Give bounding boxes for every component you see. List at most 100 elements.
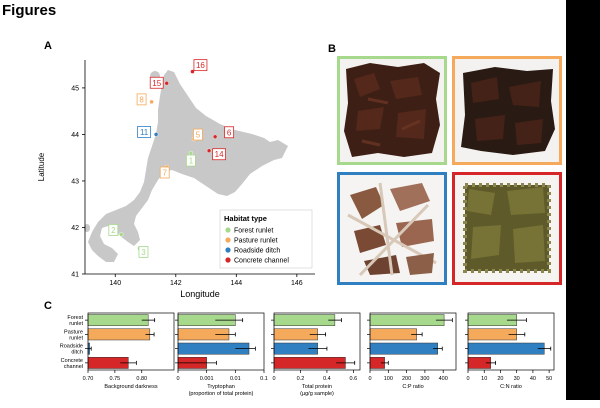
site-label-box [108, 224, 119, 236]
x-tick-label-4-0: 0 [466, 376, 469, 382]
site-label-box [149, 76, 164, 89]
x-tick-label-2-0: 0 [272, 376, 275, 382]
site-label-box [186, 154, 196, 167]
page-header: Figures [0, 0, 600, 22]
site-label-box [136, 93, 147, 106]
map-y-tick-label: 42 [71, 225, 79, 232]
category-label-0: Forest runlet [67, 315, 83, 327]
bar-chart-1: 0 0.001 0.01 0.1 Tryptophan (proportion of to… [175, 312, 268, 397]
site-marker-8[interactable] [149, 99, 154, 105]
x-axis-label-4: C:N ratio [500, 384, 522, 390]
x-tick-label-2-2: 0.4 [323, 376, 331, 382]
site-marker-6[interactable] [212, 134, 218, 139]
site-label-6: 6 [227, 128, 232, 137]
x-axis-label-1: Tryptophan (proportion of total protein) [189, 384, 254, 397]
chart-frame-0 [87, 312, 175, 371]
map-x-tick-label: 142 [170, 280, 182, 287]
map-xlabel: Longitude [180, 289, 220, 299]
map-y-tick-label: 45 [71, 85, 79, 92]
site-marker-14[interactable] [206, 148, 212, 153]
map-y-tick-label: 44 [71, 132, 79, 139]
site-label-2: 2 [111, 226, 116, 235]
chart-frame-3 [369, 312, 457, 371]
panel-b-label: B [328, 43, 336, 55]
chart-frame-1 [177, 312, 265, 371]
map-ylabel: Latitude [37, 152, 46, 181]
bar-chart-3: 0 100 200 300 400 C:P ratio [367, 312, 457, 390]
x-tick-label-1-2: 0.01 [230, 376, 241, 382]
map-x-tick-label: 140 [109, 280, 121, 287]
bar-4-2 [467, 342, 545, 355]
category-label-2: Roadside ditch [60, 344, 83, 356]
legend-label: Forest runlet [234, 228, 273, 235]
concrete-channel-sample-photo [452, 172, 562, 285]
bar-chart-0: 0.70 0.75 0.80 Background darkness Forest run… [60, 312, 175, 390]
x-tick-label-2-3: 0.6 [350, 376, 358, 382]
x-tick-label-3-1: 100 [384, 376, 393, 382]
x-tick-label-0-0: 0.70 [83, 376, 94, 382]
site-marker-1[interactable] [188, 150, 194, 156]
site-label-box [212, 148, 226, 161]
legend-marker [225, 257, 231, 263]
roadside-ditch-sample-photo [337, 172, 447, 285]
panel-c-label: C [44, 300, 52, 312]
x-tick-label-0-2: 0.80 [136, 376, 147, 382]
bar-chart-4: 0 10 20 30 40 50 C:N ratio [465, 312, 555, 390]
okushiri-island [84, 224, 90, 232]
legend-title: Habitat type [224, 214, 267, 223]
x-tick-label-4-2: 20 [497, 376, 503, 382]
site-label-box [224, 126, 235, 139]
dark-side-strip [566, 0, 600, 400]
site-label-15: 15 [152, 79, 161, 88]
category-label-1: Pasture runlet [64, 329, 83, 341]
x-tick-label-1-3: 0.1 [260, 376, 268, 382]
x-tick-label-3-2: 200 [402, 376, 411, 382]
site-label-7: 7 [162, 169, 167, 178]
x-tick-label-4-3: 30 [514, 376, 520, 382]
bar-chart-2: 0 0.2 0.4 0.6 Total protein (µg/g sample) [271, 312, 361, 397]
map-y-tick-label: 41 [71, 272, 79, 279]
x-axis-label-0: Background darkness [104, 384, 157, 390]
hokkaido-site-map: 140 142 144 146 41 42 43 44 45 1 2 3 5 6 7 8 11 14 15 16 L… [37, 59, 315, 299]
x-tick-label-1-0: 0 [176, 376, 179, 382]
x-tick-label-3-0: 0 [368, 376, 371, 382]
x-tick-label-4-1: 10 [481, 376, 487, 382]
site-marker-15[interactable] [164, 81, 169, 86]
map-axes [84, 60, 315, 275]
site-label-3: 3 [141, 248, 146, 257]
map-x-tick-label: 144 [230, 280, 242, 287]
pasture-runlet-sample-photo [452, 56, 562, 165]
x-tick-label-0-1: 0.75 [110, 376, 121, 382]
x-tick-label-1-1: 0.001 [200, 376, 214, 382]
map-legend: Habitat type Forest runlet Pasture runlet… [219, 209, 313, 269]
x-tick-label-4-4: 40 [530, 376, 536, 382]
site-label-box [193, 59, 208, 72]
site-label-5: 5 [196, 131, 201, 140]
site-label-box [159, 166, 170, 179]
category-label-3: Concrete channel [61, 358, 83, 370]
legend-label: Roadside ditch [234, 248, 280, 255]
chart-frame-4 [467, 312, 555, 371]
x-tick-label-3-4: 400 [439, 376, 448, 382]
site-label-1: 1 [189, 157, 194, 166]
legend-marker [225, 227, 231, 233]
panel-a-label: A [44, 40, 52, 52]
site-marker-16[interactable] [190, 69, 195, 74]
bar-3-1 [369, 328, 417, 341]
site-label-box [138, 246, 149, 258]
map-y-tick-label: 43 [71, 178, 79, 185]
forest-runlet-sample-photo [337, 56, 447, 165]
legend-marker [225, 247, 231, 253]
site-marker-2[interactable] [119, 232, 124, 237]
legend-label: Pasture runlet [234, 238, 278, 245]
x-tick-label-2-1: 0.2 [297, 376, 305, 382]
site-label-8: 8 [139, 95, 144, 104]
x-tick-label-3-3: 300 [420, 376, 429, 382]
site-label-box [193, 128, 203, 141]
legend-marker [225, 237, 231, 243]
page-title: Figures [2, 2, 57, 19]
site-marker-11[interactable] [153, 132, 159, 137]
site-label-box [137, 126, 152, 138]
x-axis-label-3: C:P ratio [402, 384, 423, 390]
site-label-14: 14 [215, 150, 224, 159]
